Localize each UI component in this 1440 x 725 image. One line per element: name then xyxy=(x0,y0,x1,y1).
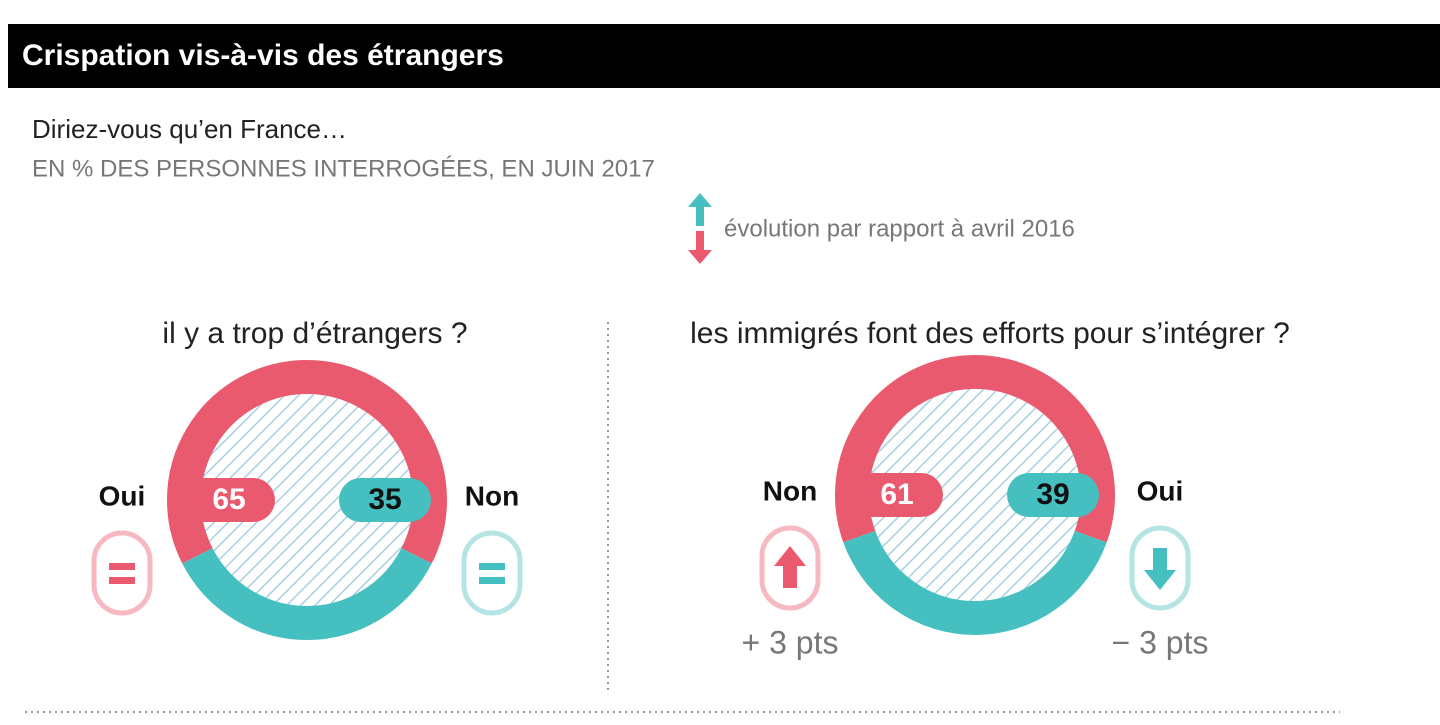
legend-icon xyxy=(688,193,712,264)
change-label: + 3 pts xyxy=(742,624,839,660)
value-label: 61 xyxy=(880,478,913,511)
title: Crispation vis-à-vis des étrangers xyxy=(22,39,504,72)
chart-title: les immigrés font des efforts pour s’int… xyxy=(690,317,1290,350)
unit-note: EN % DES PERSONNES INTERROGÉES, EN JUIN … xyxy=(32,155,655,182)
value-pill xyxy=(851,473,943,517)
value-label: 35 xyxy=(368,483,401,516)
donut-segment xyxy=(843,530,1107,635)
change-label: − 3 pts xyxy=(1112,624,1209,660)
donut-segment xyxy=(182,547,432,640)
category-label: Non xyxy=(763,475,817,506)
value-label: 39 xyxy=(1036,478,1069,511)
equal-bar xyxy=(109,563,135,570)
arrow-down xyxy=(1144,548,1176,590)
legend-label: évolution par rapport à avril 2016 xyxy=(724,215,1075,242)
change-badge xyxy=(91,530,153,616)
value-pill xyxy=(1007,473,1099,517)
value-pill xyxy=(183,478,275,522)
category-label: Oui xyxy=(99,480,146,511)
value-label: 65 xyxy=(212,483,245,516)
equal-bar xyxy=(479,577,505,584)
equal-bar xyxy=(109,577,135,584)
donut-segment xyxy=(167,360,447,564)
subtitle: Diriez-vous qu’en France… xyxy=(32,114,347,144)
value-pill xyxy=(339,478,431,522)
chart-title: il y a trop d’étrangers ? xyxy=(162,317,467,350)
header-bar xyxy=(8,24,1440,88)
equal-bar xyxy=(479,563,505,570)
category-label: Oui xyxy=(1137,475,1184,506)
category-label: Non xyxy=(465,480,519,511)
donut-segment xyxy=(835,355,1115,543)
donut-center xyxy=(869,389,1081,601)
arrow-up xyxy=(774,546,806,588)
change-badge xyxy=(461,530,523,616)
donut-center xyxy=(201,394,413,606)
